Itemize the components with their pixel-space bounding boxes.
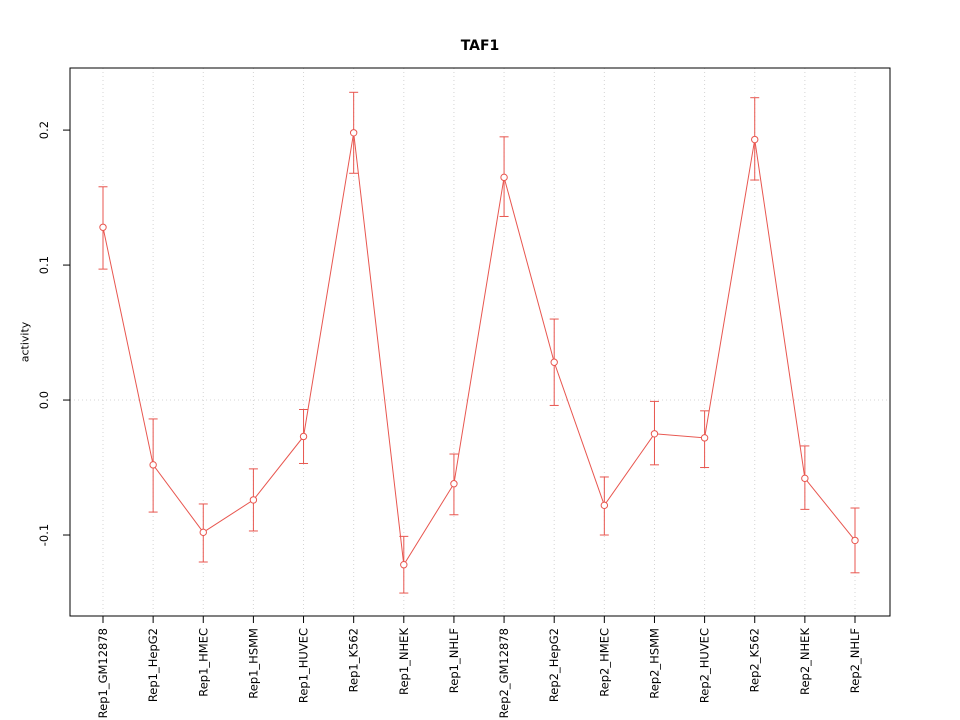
x-tick-label: Rep2_NHLF	[848, 628, 862, 693]
data-point	[249, 496, 258, 504]
data-point	[500, 173, 508, 182]
y-tick-label: 0.2	[37, 121, 51, 139]
x-tick-label: Rep1_HSMM	[246, 628, 260, 699]
x-tick-label: Rep2_HUVEC	[698, 628, 712, 703]
data-point	[700, 434, 709, 442]
chart-title: TAF1	[460, 38, 500, 54]
series-line	[102, 132, 856, 567]
data-point	[550, 358, 558, 366]
data-point	[199, 528, 207, 537]
plot-border	[69, 67, 891, 617]
x-tick-label: Rep1_NHLF	[447, 628, 461, 693]
data-point	[299, 432, 308, 441]
data-point	[349, 129, 358, 137]
data-point	[400, 561, 408, 569]
x-tick-label: Rep2_HepG2	[547, 628, 561, 702]
x-tick-label: Rep2_NHEK	[798, 628, 812, 695]
x-tick-label: Rep1_HUVEC	[297, 628, 311, 703]
data-point	[450, 480, 458, 488]
data-point	[99, 223, 107, 231]
x-tick-label: Rep1_GM12878	[96, 628, 110, 718]
data-point	[751, 135, 759, 144]
data-point	[600, 501, 609, 510]
y-tick-label: 0.0	[37, 391, 51, 409]
x-tick-label: Rep2_K562	[748, 628, 762, 692]
x-tick-label: Rep1_HepG2	[146, 628, 160, 702]
x-tick-label: Rep2_HSMM	[647, 628, 661, 699]
x-tick-label: Rep1_NHEK	[397, 628, 411, 695]
x-tick-label: Rep2_HMEC	[597, 628, 611, 697]
x-tick-label: Rep1_K562	[347, 628, 361, 692]
data-point	[650, 430, 659, 438]
x-tick-label: Rep1_HMEC	[196, 628, 210, 697]
y-tick-label: -0.1	[37, 524, 51, 546]
y-tick-label: 0.1	[37, 256, 51, 274]
x-tick-label: Rep2_GM12878	[497, 628, 511, 718]
data-point	[149, 461, 157, 469]
data-point	[801, 474, 809, 483]
data-point	[851, 536, 859, 545]
